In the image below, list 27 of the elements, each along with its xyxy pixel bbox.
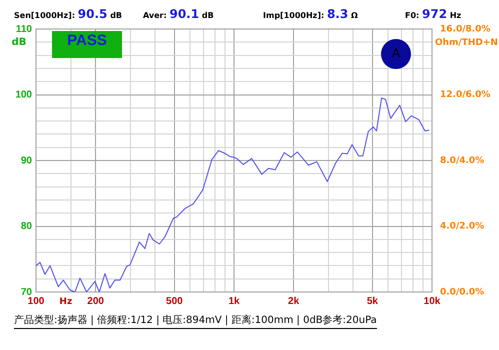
y2-axis-title: Ohm/THD+N (435, 38, 498, 48)
x-tick-label: 500 (166, 296, 184, 307)
y-tick-label: 80 (20, 221, 32, 232)
x-tick-label: 200 (87, 296, 104, 307)
x-tick-label: 5k (366, 296, 378, 307)
y-tick-label: 70 (20, 286, 32, 298)
text: F0: 972 Hz (405, 7, 462, 21)
x-tick-label: 2k (288, 296, 300, 307)
text: 16.0/8.0% (440, 24, 490, 34)
text: 产品类型:扬声器 | 倍频程:1/12 | 电压:894mV | 距离:100mm | 0dB参考:20uPa (14, 313, 377, 329)
text: 12.0/6.0% (440, 90, 490, 100)
text: Aver: 90.1 dB (143, 7, 214, 21)
text: 4.0/2.0% (440, 222, 484, 232)
x-tick-label: 1k (228, 296, 240, 307)
y-axis-title: dB (12, 37, 26, 48)
annotation: PASS (66, 32, 108, 49)
x-tick-label: 10k (424, 296, 441, 307)
text: Imp[1000Hz]: 8.3 Ω (263, 7, 358, 21)
annotation: A (390, 46, 402, 60)
text: Sen[1000Hz]: 90.5 dB (14, 7, 122, 21)
y-tick-label: 100 (15, 90, 32, 100)
text: 0.0/0.0% (440, 287, 484, 298)
text: 8.0/4.0% (440, 156, 484, 166)
x-axis-title: Hz (59, 296, 72, 307)
x-tick-label: 100 (28, 296, 45, 307)
y-tick-label: 110 (16, 24, 32, 35)
y-tick-label: 90 (20, 155, 32, 166)
